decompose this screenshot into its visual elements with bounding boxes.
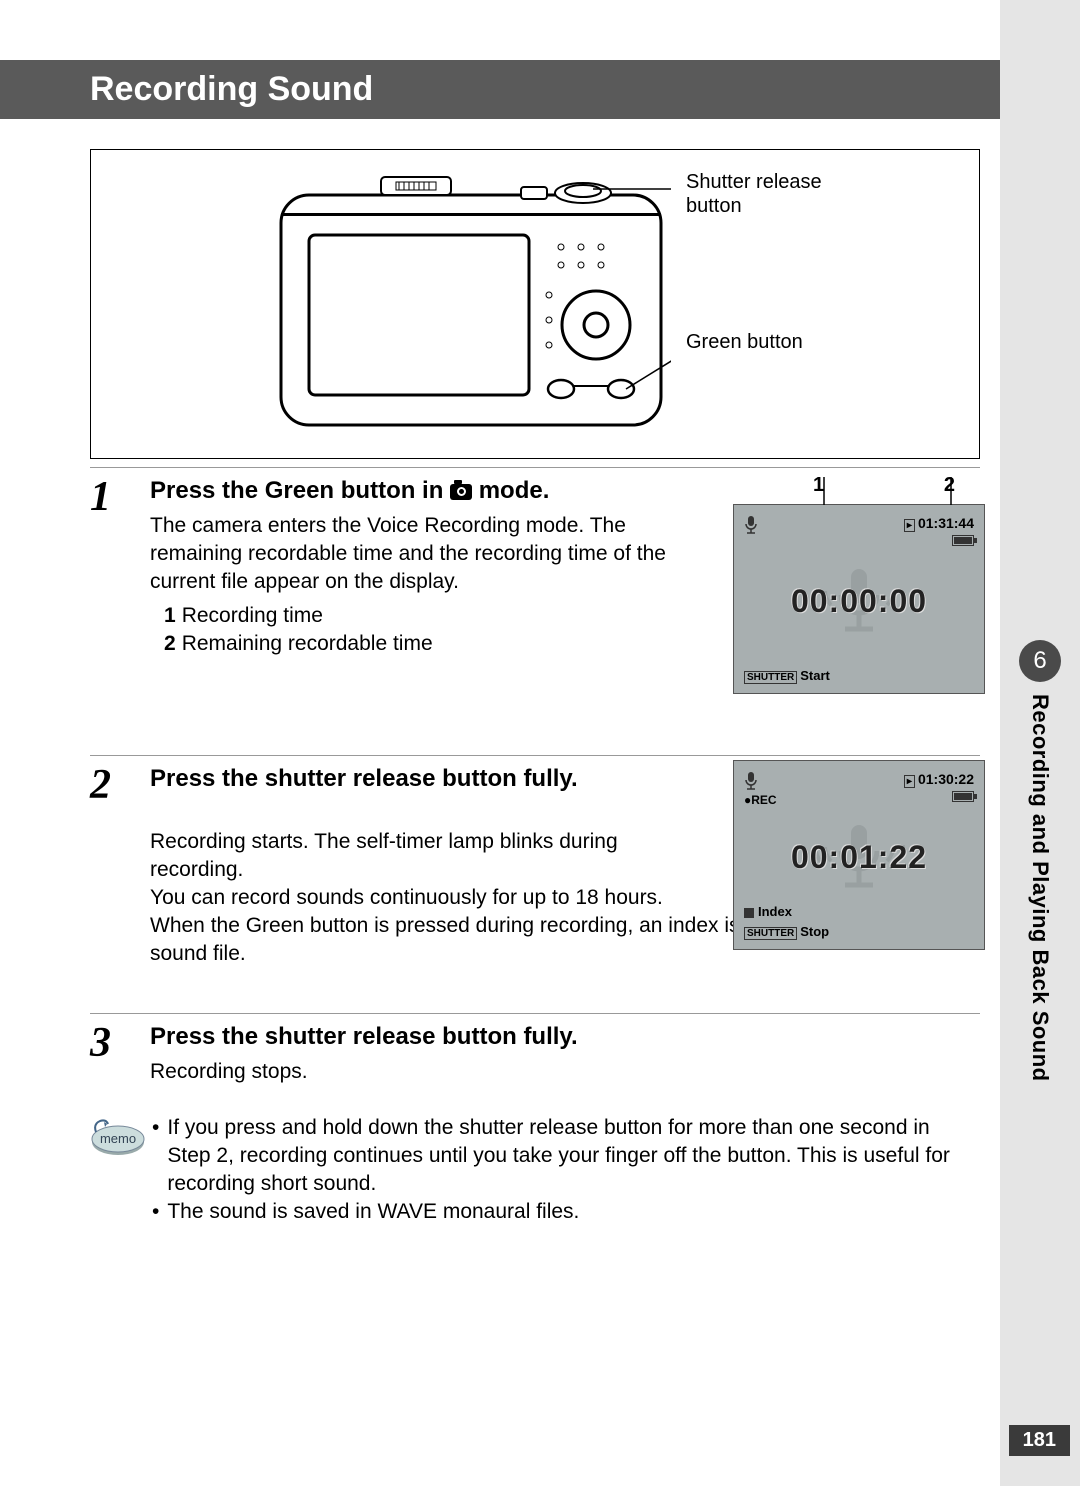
- step-number: 2: [90, 764, 150, 1005]
- step-number: 3: [90, 1022, 150, 1086]
- chapter-title: Recording and Playing Back Sound: [1027, 694, 1053, 1082]
- title-prefix: Press the Green button in: [150, 477, 450, 504]
- content: Shutter release button Green button 1 Pr…: [0, 119, 1080, 1256]
- sub-list: 1Recording time 2Remaining recordable ti…: [164, 602, 710, 658]
- steps-list: 1 Press the Green button in mode. The ca…: [90, 467, 980, 1086]
- page-number: 181: [1009, 1425, 1070, 1456]
- step-body: Press the shutter release button fully. …: [150, 1022, 980, 1086]
- step-text: Recording stops.: [150, 1058, 980, 1086]
- step-3: 3 Press the shutter release button fully…: [90, 1013, 980, 1086]
- step-text: The camera enters the Voice Recording mo…: [150, 512, 710, 596]
- camera-diagram: Shutter release button Green button: [90, 149, 980, 459]
- step-number: 1: [90, 476, 150, 747]
- rec-indicator: ●REC: [744, 793, 777, 807]
- title-suffix: mode.: [472, 477, 549, 504]
- camera-illustration: [271, 165, 671, 445]
- chapter-number: 6: [1019, 640, 1061, 682]
- pointer-line-1: [819, 477, 829, 505]
- sub-item: 1Recording time: [164, 602, 710, 630]
- step-title: Press the shutter release button fully.: [150, 1022, 980, 1052]
- section-title: Recording Sound: [90, 70, 373, 108]
- pointer-line-2: [946, 477, 956, 505]
- remaining-time: ▸01:30:22: [904, 771, 974, 788]
- recording-time: 00:00:00: [734, 583, 984, 620]
- battery-icon: [952, 791, 974, 802]
- callout-green: Green button: [686, 330, 803, 354]
- sub-item: 2Remaining recordable time: [164, 630, 710, 658]
- recording-time: 00:01:22: [734, 839, 984, 876]
- shutter-hint: SHUTTERStop: [744, 924, 829, 939]
- lcd-screen-2: ●REC ▸01:30:22 00:01:22 Index SHUTTERSto…: [733, 760, 985, 950]
- lcd-screen-1: ▸01:31:44 00:00:00 SHUTTERStart: [733, 504, 985, 694]
- step-2: 2 Press the shutter release button fully…: [90, 755, 980, 1005]
- chapter-tab: 6 Recording and Playing Back Sound: [1000, 640, 1080, 1082]
- memo-block: memo •If you press and hold down the shu…: [90, 1114, 980, 1226]
- memo-item: •The sound is saved in WAVE monaural fil…: [152, 1198, 970, 1226]
- memo-list: •If you press and hold down the shutter …: [152, 1114, 970, 1226]
- step-title: Press the Green button in mode.: [150, 476, 710, 506]
- callout-shutter: Shutter release button: [686, 170, 846, 218]
- camera-mode-icon: [450, 484, 472, 500]
- svg-text:memo: memo: [100, 1131, 136, 1146]
- memo-item: •If you press and hold down the shutter …: [152, 1114, 970, 1198]
- battery-icon: [952, 535, 974, 546]
- step-1: 1 Press the Green button in mode. The ca…: [90, 467, 980, 747]
- page: Recording Sound: [0, 0, 1080, 1486]
- memo-icon: memo: [90, 1114, 152, 1226]
- index-hint: Index: [744, 904, 792, 919]
- mic-icon: [744, 515, 758, 540]
- shutter-hint: SHUTTERStart: [744, 668, 830, 683]
- section-header: Recording Sound: [0, 60, 1000, 119]
- remaining-time: ▸01:31:44: [904, 515, 974, 532]
